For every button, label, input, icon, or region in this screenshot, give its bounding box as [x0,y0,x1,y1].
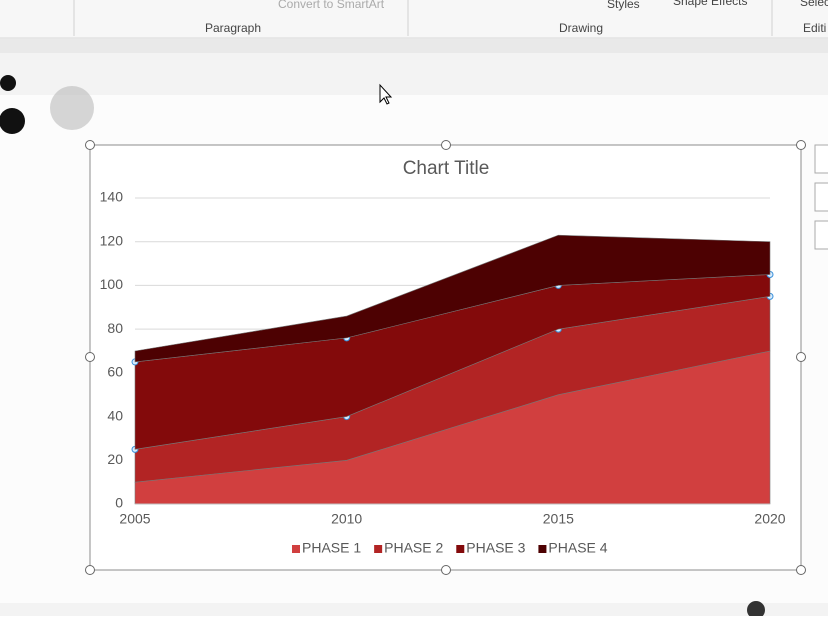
resize-handle[interactable] [796,140,806,150]
decoration [747,601,765,619]
y-tick-label: 140 [100,189,124,205]
styles-button[interactable]: Styles [607,0,640,11]
chart-button[interactable] [814,220,828,250]
group-label: Drawing [559,21,603,35]
area [134,234,771,363]
legend-label: PHASE 1 [302,540,361,556]
select-button[interactable]: Selec [800,0,828,9]
legend-label: PHASE 3 [466,540,525,556]
legend-swatch [538,545,547,553]
y-tick-label: 80 [107,320,123,336]
y-tick-label: 120 [100,232,124,248]
x-tick-label: 2015 [543,511,574,527]
legend-swatch [456,545,465,553]
convert-smartart[interactable]: Convert to SmartArt [278,0,385,11]
y-tick-label: 20 [107,451,123,467]
x-tick-label: 2020 [754,511,785,527]
resize-handle[interactable] [85,140,95,150]
decoration [50,86,94,130]
y-tick-label: 0 [115,495,123,511]
resize-handle[interactable] [796,565,806,575]
decoration [0,75,16,91]
cursor [379,83,393,105]
legend-swatch [292,545,300,553]
group-label: Editi [803,21,826,35]
y-tick-label: 100 [100,276,124,292]
chart-button[interactable] [814,144,828,174]
group-label: Paragraph [205,21,261,35]
resize-handle[interactable] [85,565,95,575]
chart-title: Chart Title [403,158,490,179]
resize-handle[interactable] [441,140,451,150]
x-tick-label: 2005 [119,511,150,527]
x-tick-label: 2010 [331,511,362,527]
chart-button[interactable] [814,182,828,212]
legend-swatch [374,545,383,553]
resize-handle[interactable] [441,565,451,575]
ribbon [0,0,828,38]
legend-label: PHASE 4 [548,540,607,556]
y-tick-label: 60 [107,364,123,380]
effects-button[interactable]: Shape Effects [673,0,748,8]
resize-handle[interactable] [796,352,806,362]
resize-handle[interactable] [85,352,95,362]
ribbon-shadow [0,39,828,53]
decoration [0,108,25,134]
y-tick-label: 40 [107,407,123,423]
legend-label: PHASE 2 [384,540,443,556]
